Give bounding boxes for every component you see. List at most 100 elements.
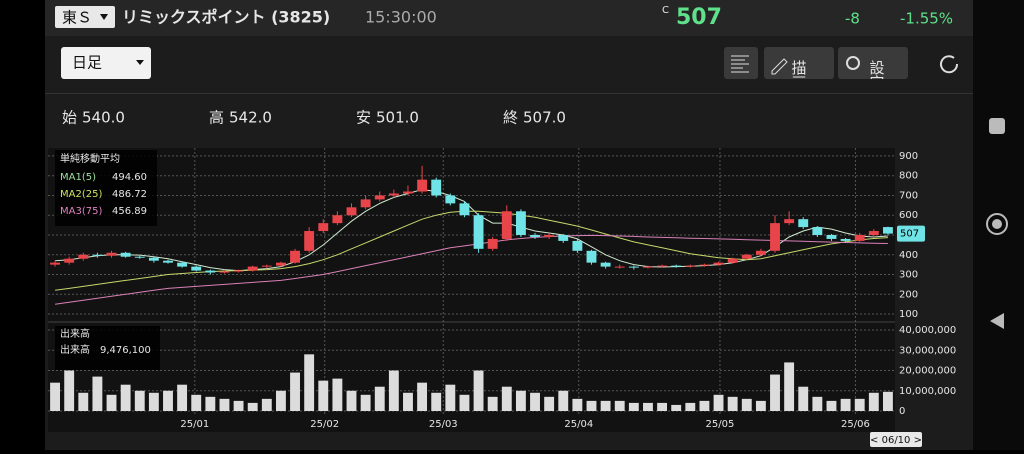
price-prefix: C	[662, 5, 669, 16]
stock-name: リミックスポイント (3825)	[122, 8, 330, 27]
ma-legend-name: MA2(25)	[60, 189, 102, 200]
volume-bar	[600, 400, 611, 411]
volume-bar	[374, 386, 385, 411]
candle-body	[586, 250, 597, 263]
candle-body	[643, 266, 653, 268]
candle-body	[120, 252, 131, 257]
volume-bar	[50, 382, 60, 411]
candle-body	[445, 195, 456, 204]
volume-bar	[770, 374, 780, 411]
volume-bar	[233, 400, 244, 411]
ohlc-label: 安	[356, 109, 371, 127]
volume-bar	[798, 386, 809, 411]
candle-body	[205, 270, 216, 273]
x-tick-label: 25/05	[706, 419, 735, 430]
market-select[interactable]	[55, 6, 115, 28]
candle-body	[713, 262, 724, 265]
y-tick-label: 200	[899, 289, 918, 300]
candle-body	[572, 240, 583, 251]
candle-body	[671, 265, 682, 267]
volume-bar	[685, 402, 696, 411]
volume-bar	[868, 392, 879, 411]
v-tick-label: 30,000,000	[899, 345, 956, 356]
volume-bar	[501, 386, 512, 411]
candle-body	[657, 265, 668, 267]
candle-body	[826, 234, 837, 239]
volume-bar	[120, 384, 131, 411]
y-tick-label: 400	[899, 250, 918, 261]
candle-body	[431, 179, 442, 196]
y-tick-label: 100	[899, 309, 918, 320]
candle-body	[501, 211, 512, 239]
volume-bar	[530, 392, 540, 411]
volume-bar	[64, 370, 75, 411]
draw-label: 描画	[790, 60, 808, 90]
candle-body	[163, 260, 173, 263]
time: 15:30:00	[365, 8, 437, 27]
nav-home-dot	[992, 219, 1002, 229]
x-tick-label: 25/06	[841, 419, 870, 430]
refresh-icon[interactable]	[940, 55, 959, 74]
settings-button[interactable]: 設定	[838, 47, 908, 91]
x-tick-label: 25/02	[310, 419, 339, 430]
volume-bar	[854, 398, 865, 411]
volume-bar	[558, 390, 569, 411]
candle-body	[78, 254, 89, 259]
candle-body	[290, 250, 300, 263]
y-tick-label: 600	[899, 210, 918, 221]
ma-legend-value: 486.72	[112, 189, 147, 200]
volume-bar	[614, 400, 625, 411]
candle-body	[304, 231, 315, 251]
candle-body	[812, 227, 823, 235]
ma-legend-bg	[55, 150, 157, 226]
period: 日足	[72, 54, 102, 72]
nav-back[interactable]	[990, 313, 1004, 329]
candle-body	[628, 266, 639, 268]
ohlc-label: 始	[62, 109, 77, 127]
x-tick-label: 25/01	[180, 419, 209, 430]
candle-body	[388, 193, 399, 196]
volume-bar	[628, 402, 639, 411]
pencil-icon	[771, 58, 788, 75]
plot: 100200300400500600700800900010,000,00020…	[48, 148, 956, 447]
volume-bar	[657, 402, 668, 411]
volume-bar	[92, 376, 103, 411]
gear-icon	[846, 56, 860, 70]
nav-home[interactable]	[986, 213, 1008, 235]
ohlc-value: 542.0	[229, 109, 272, 127]
button-bg	[764, 47, 834, 79]
candle-body	[854, 234, 865, 241]
candle-body	[148, 257, 159, 261]
volume-bar	[78, 392, 89, 411]
candle-body	[459, 203, 470, 216]
ma-legend-name: MA1(5)	[60, 172, 96, 183]
candle-body	[233, 270, 244, 272]
ohlc-label: 終	[503, 109, 518, 127]
list-icon	[731, 55, 749, 73]
volume-bar	[784, 362, 795, 411]
volume-bar	[163, 390, 173, 411]
nav-recent[interactable]	[989, 118, 1005, 134]
caret	[136, 60, 144, 65]
period-select[interactable]	[61, 47, 151, 79]
candle-body	[177, 262, 188, 267]
volume-bar	[403, 392, 413, 411]
change-pct: -1.55%	[900, 10, 953, 28]
volume-bar	[388, 370, 399, 411]
divider	[45, 93, 973, 94]
candle-body	[755, 250, 766, 255]
volume-legend-bg	[55, 326, 160, 370]
ma-legend-name: MA3(75)	[60, 206, 102, 217]
ohlc-value: 540.0	[82, 109, 125, 127]
candle-body	[134, 256, 145, 258]
price-tag	[897, 225, 925, 242]
volume-bar	[106, 394, 117, 411]
candle-body	[770, 223, 780, 251]
volume-bar	[290, 372, 300, 411]
draw-button[interactable]: 描画	[764, 47, 834, 90]
volume-bar	[572, 398, 583, 411]
candle-body	[487, 238, 498, 249]
list-button[interactable]	[724, 47, 758, 79]
volume-bar	[515, 390, 526, 411]
v-tick-label: 20,000,000	[899, 366, 956, 377]
